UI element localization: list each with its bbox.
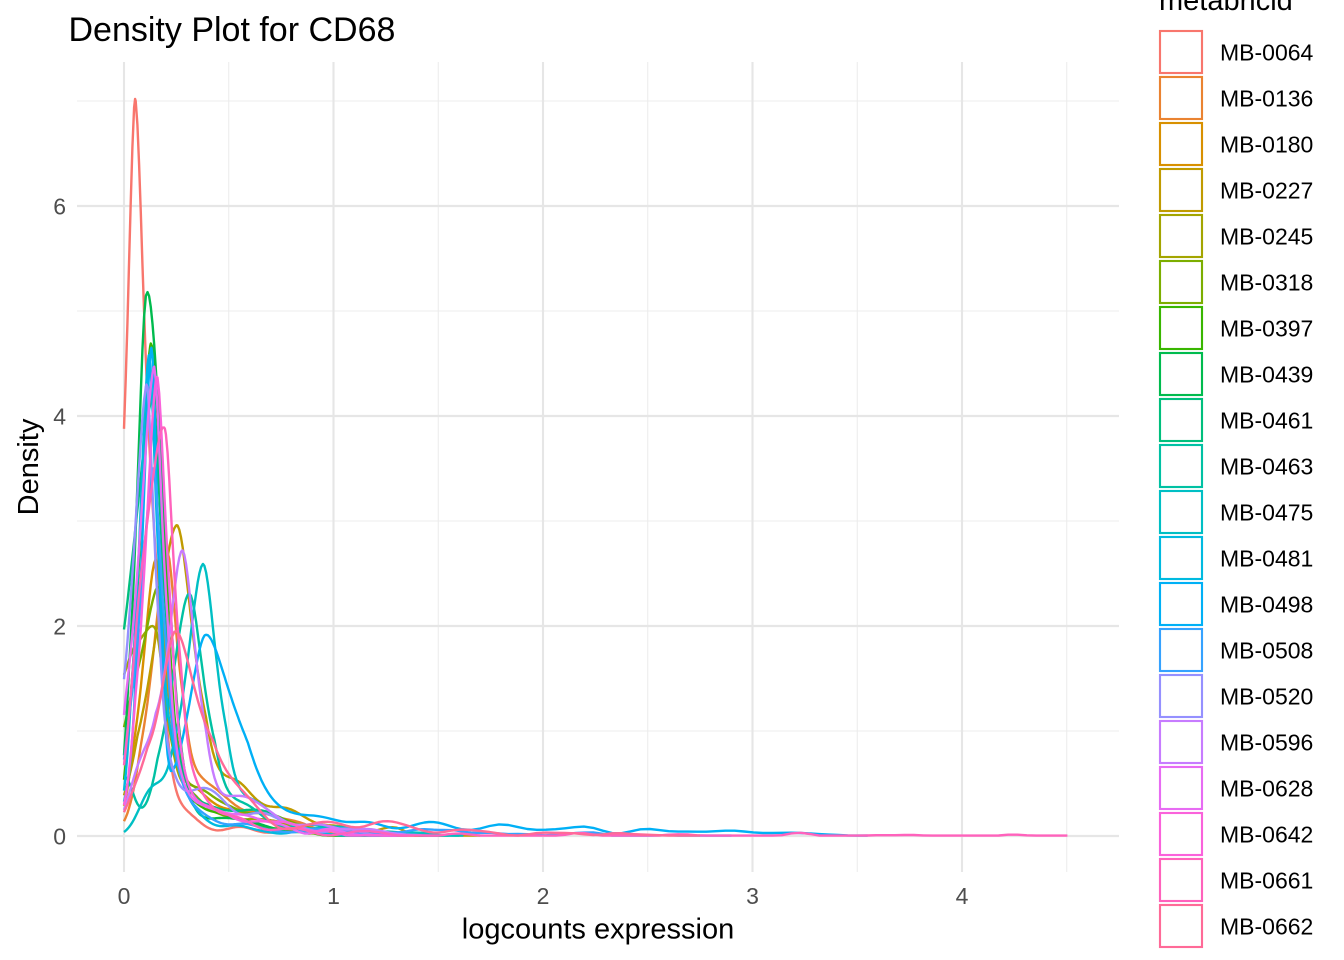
svg-text:0: 0 (53, 824, 66, 850)
svg-text:MB-0520: MB-0520 (1220, 684, 1313, 710)
svg-text:3: 3 (746, 883, 759, 909)
svg-text:MB-0596: MB-0596 (1220, 730, 1313, 756)
svg-text:metabricid: metabricid (1159, 0, 1293, 17)
svg-text:2: 2 (53, 614, 66, 640)
svg-text:2: 2 (537, 883, 550, 909)
svg-text:Density: Density (13, 418, 45, 515)
svg-text:logcounts expression: logcounts expression (462, 914, 734, 946)
svg-text:0: 0 (118, 883, 131, 909)
svg-text:1: 1 (327, 883, 340, 909)
svg-text:MB-0662: MB-0662 (1220, 914, 1313, 940)
svg-text:MB-0481: MB-0481 (1220, 546, 1313, 572)
svg-text:6: 6 (53, 194, 66, 220)
svg-text:MB-0180: MB-0180 (1220, 132, 1313, 158)
svg-text:MB-0227: MB-0227 (1220, 178, 1313, 204)
svg-text:MB-0475: MB-0475 (1220, 500, 1313, 526)
svg-text:MB-0439: MB-0439 (1220, 362, 1313, 388)
svg-text:MB-0136: MB-0136 (1220, 86, 1313, 112)
svg-text:MB-0508: MB-0508 (1220, 638, 1313, 664)
svg-text:MB-0064: MB-0064 (1220, 40, 1314, 66)
svg-text:MB-0461: MB-0461 (1220, 408, 1313, 434)
svg-text:Density Plot for CD68: Density Plot for CD68 (69, 11, 396, 49)
svg-text:MB-0628: MB-0628 (1220, 776, 1313, 802)
svg-text:4: 4 (956, 883, 969, 909)
svg-text:MB-0318: MB-0318 (1220, 270, 1313, 296)
svg-text:4: 4 (53, 404, 66, 430)
svg-text:MB-0245: MB-0245 (1220, 224, 1313, 250)
svg-text:MB-0498: MB-0498 (1220, 592, 1313, 618)
svg-text:MB-0463: MB-0463 (1220, 454, 1313, 480)
svg-text:MB-0642: MB-0642 (1220, 822, 1313, 848)
svg-text:MB-0397: MB-0397 (1220, 316, 1313, 342)
svg-text:MB-0661: MB-0661 (1220, 868, 1313, 894)
